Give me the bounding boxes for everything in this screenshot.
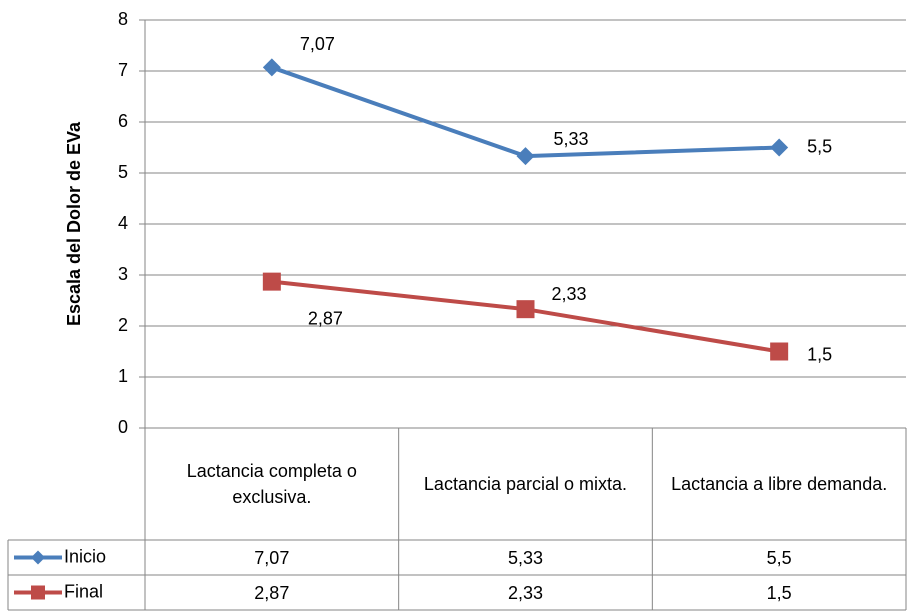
legend-label: Final bbox=[64, 581, 103, 601]
y-tick-label: 4 bbox=[118, 213, 128, 233]
x-tick-label: Lactancia a libre demanda. bbox=[671, 474, 888, 494]
y-tick-label: 2 bbox=[118, 315, 128, 335]
data-label: 1,5 bbox=[807, 344, 832, 364]
table-value: 1,5 bbox=[766, 582, 792, 603]
marker bbox=[262, 272, 281, 291]
data-label: 2,87 bbox=[308, 308, 343, 328]
y-tick-label: 8 bbox=[118, 9, 128, 29]
table-value: 5,5 bbox=[766, 547, 792, 568]
marker bbox=[516, 300, 535, 319]
data-label: 5,5 bbox=[807, 136, 832, 156]
data-label: 5,33 bbox=[554, 129, 589, 149]
line bbox=[271, 65, 780, 159]
table-value: 2,33 bbox=[507, 582, 543, 603]
y-tick-label: 7 bbox=[118, 60, 128, 80]
y-tick-label: 0 bbox=[118, 417, 128, 437]
x-tick-label: Lactancia parcial o mixta. bbox=[423, 474, 628, 494]
marker bbox=[516, 147, 535, 166]
marker bbox=[770, 342, 789, 361]
marker bbox=[31, 585, 45, 600]
data-label: 2,33 bbox=[552, 284, 587, 304]
y-tick-label: 6 bbox=[118, 111, 128, 131]
marker bbox=[770, 138, 789, 157]
x-tick-label: Lactancia completa o exclusiva. bbox=[186, 461, 357, 507]
y-axis-label: Escala del Dolor de EVa bbox=[64, 121, 84, 326]
data-label: 7,07 bbox=[300, 34, 335, 54]
y-tick-label: 5 bbox=[118, 162, 128, 182]
table-value: 2,87 bbox=[254, 582, 290, 603]
legend-label: Inicio bbox=[64, 546, 106, 566]
y-tick-label: 1 bbox=[118, 366, 128, 386]
marker bbox=[262, 58, 281, 77]
table-value: 5,33 bbox=[507, 547, 543, 568]
marker bbox=[31, 550, 45, 565]
table-value: 7,07 bbox=[254, 547, 290, 568]
y-tick-label: 3 bbox=[118, 264, 128, 284]
